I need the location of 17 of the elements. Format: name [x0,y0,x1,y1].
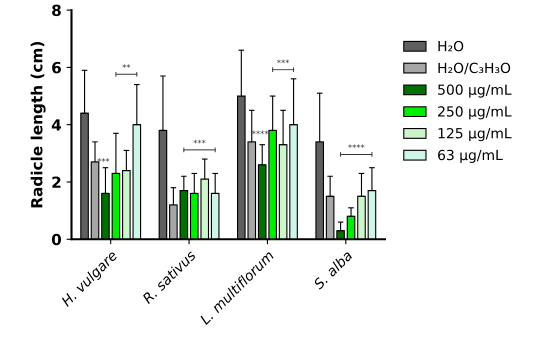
legend-label: 250 μg/mL [438,106,512,120]
annotation: **** [348,144,364,148]
annotation: ** [122,64,130,68]
y-tick-label: 6 [52,62,61,74]
y-tick-label: 4 [52,119,62,130]
legend-label: 500 μg/mL [438,84,512,98]
y-axis-title: Radicle length (cm) [30,42,46,208]
annotation: *** [194,140,206,144]
legend-label: 125 μg/mL [438,128,512,142]
annotation: *** [97,158,110,162]
legend-label: H₂O [438,40,464,52]
y-tick-label: 0 [52,234,62,246]
legend-label: H₂O/C₃H₃O [438,62,510,74]
annotation: *** [277,59,290,64]
legend-label: 63 μg/mL [438,150,503,163]
y-tick-label: 8 [52,4,61,16]
y-tick-label: 2 [52,176,60,188]
